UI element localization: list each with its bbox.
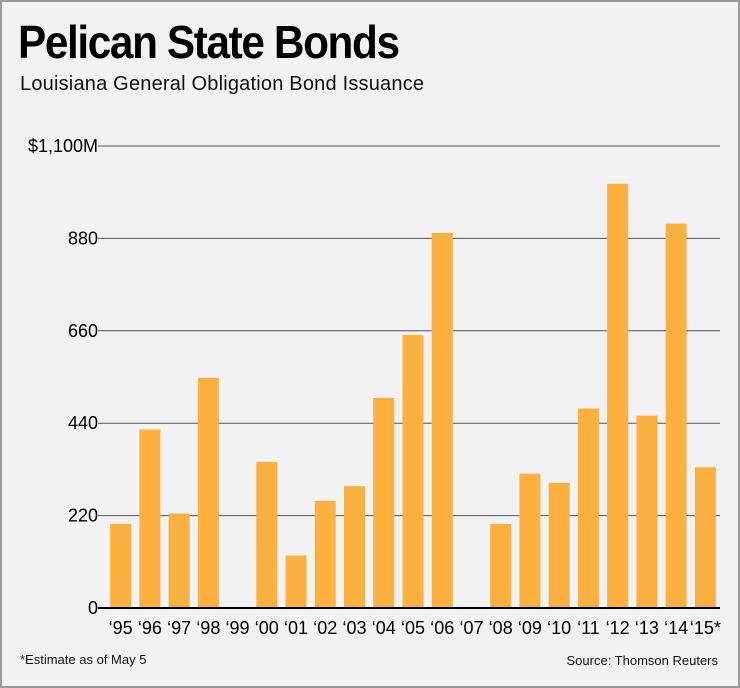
x-tick-label: ‘07 bbox=[459, 618, 483, 638]
x-tick-label: ‘14 bbox=[664, 618, 688, 638]
x-tick-label: ‘13 bbox=[635, 618, 659, 638]
bar bbox=[490, 524, 512, 608]
bar bbox=[344, 486, 366, 608]
x-tick-label: ‘08 bbox=[489, 618, 513, 638]
bar bbox=[431, 232, 453, 608]
bar bbox=[519, 473, 541, 608]
y-tick-label: $1,100M bbox=[28, 136, 98, 156]
x-tick-label: ‘98 bbox=[196, 618, 220, 638]
x-tick-label: ‘06 bbox=[430, 618, 454, 638]
x-tick-label: ‘99 bbox=[226, 618, 250, 638]
chart-title: Pelican State Bonds bbox=[18, 16, 400, 68]
bar bbox=[314, 500, 336, 608]
bar bbox=[665, 223, 687, 608]
y-tick-label: 880 bbox=[68, 228, 98, 248]
bar bbox=[402, 335, 424, 608]
x-tick-label: ‘95 bbox=[109, 618, 133, 638]
bar bbox=[577, 408, 599, 608]
x-tick-label: ‘96 bbox=[138, 618, 162, 638]
bar bbox=[694, 467, 716, 608]
bar bbox=[607, 183, 629, 609]
bar bbox=[636, 415, 658, 608]
x-axis-tick-labels: ‘95 ‘96 ‘97 ‘98 ‘99 ‘00 ‘01 ‘02 ‘03 ‘04 ‘05 ‘06 ‘07 ‘… bbox=[109, 618, 721, 638]
bar bbox=[548, 482, 570, 608]
x-tick-label: ‘04 bbox=[372, 618, 396, 638]
y-tick-label: 0 bbox=[88, 598, 98, 618]
x-tick-label: ‘10 bbox=[547, 618, 571, 638]
bar bbox=[197, 377, 219, 608]
x-tick-label: ‘97 bbox=[167, 618, 191, 638]
x-tick-label: ‘11 bbox=[577, 618, 600, 638]
footnote: *Estimate as of May 5 bbox=[20, 652, 147, 667]
x-tick-label: ‘15* bbox=[690, 618, 721, 638]
x-tick-label: ‘09 bbox=[518, 618, 542, 638]
bar bbox=[373, 398, 395, 608]
bars bbox=[110, 183, 716, 609]
y-tick-label: 220 bbox=[68, 506, 98, 526]
x-tick-label: ‘00 bbox=[255, 618, 279, 638]
bar bbox=[139, 429, 161, 608]
x-tick-label: ‘03 bbox=[343, 618, 367, 638]
bar bbox=[110, 524, 132, 608]
bar bbox=[285, 555, 307, 608]
bar bbox=[168, 513, 190, 608]
chart-subtitle: Louisiana General Obligation Bond Issuan… bbox=[20, 73, 425, 95]
x-tick-label: ‘12 bbox=[606, 618, 630, 638]
bar bbox=[256, 461, 278, 608]
x-tick-label: ‘02 bbox=[313, 618, 337, 638]
y-tick-label: 440 bbox=[68, 413, 98, 433]
x-tick-label: ‘01 bbox=[284, 618, 308, 638]
source-note: Source: Thomson Reuters bbox=[566, 653, 719, 668]
x-tick-label: ‘05 bbox=[401, 618, 425, 638]
y-axis-tick-labels: 0 220 440 660 880 $1,100M bbox=[28, 136, 98, 618]
y-tick-label: 660 bbox=[68, 321, 98, 341]
